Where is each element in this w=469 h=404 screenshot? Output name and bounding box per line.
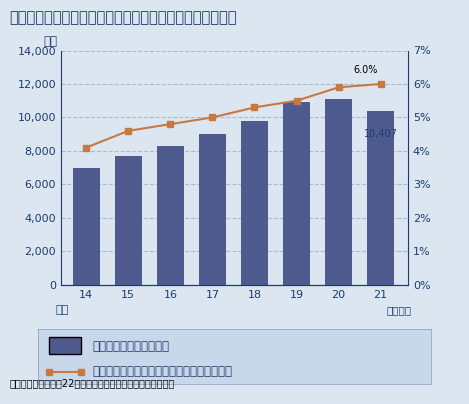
Bar — [157, 146, 184, 285]
Bar — [367, 111, 394, 285]
Text: （年度）: （年度） — [387, 305, 412, 315]
Text: 総額に対する環境分野研究費の割合（右軸）: 総額に対する環境分野研究費の割合（右軸） — [93, 365, 233, 378]
Text: 億円: 億円 — [44, 35, 58, 48]
Text: 平成: 平成 — [56, 305, 69, 315]
Text: 環境分野研究費（左軸）: 環境分野研究費（左軸） — [93, 340, 170, 353]
Text: 6.0%: 6.0% — [354, 65, 378, 75]
Bar — [241, 121, 268, 285]
Bar — [283, 102, 310, 285]
Bar — [114, 156, 142, 285]
Text: 環境分野研究費及びその科学技術研究費総額に占める割合: 環境分野研究費及びその科学技術研究費総額に占める割合 — [9, 10, 237, 25]
Bar — [73, 168, 100, 285]
Text: 10,407: 10,407 — [364, 129, 398, 139]
Text: 資料：総務省「平成22年科学技術研究調査」より環境省作成: 資料：総務省「平成22年科学技術研究調査」より環境省作成 — [9, 378, 174, 388]
FancyBboxPatch shape — [49, 337, 81, 354]
Bar — [325, 99, 352, 285]
Bar — [199, 134, 226, 285]
